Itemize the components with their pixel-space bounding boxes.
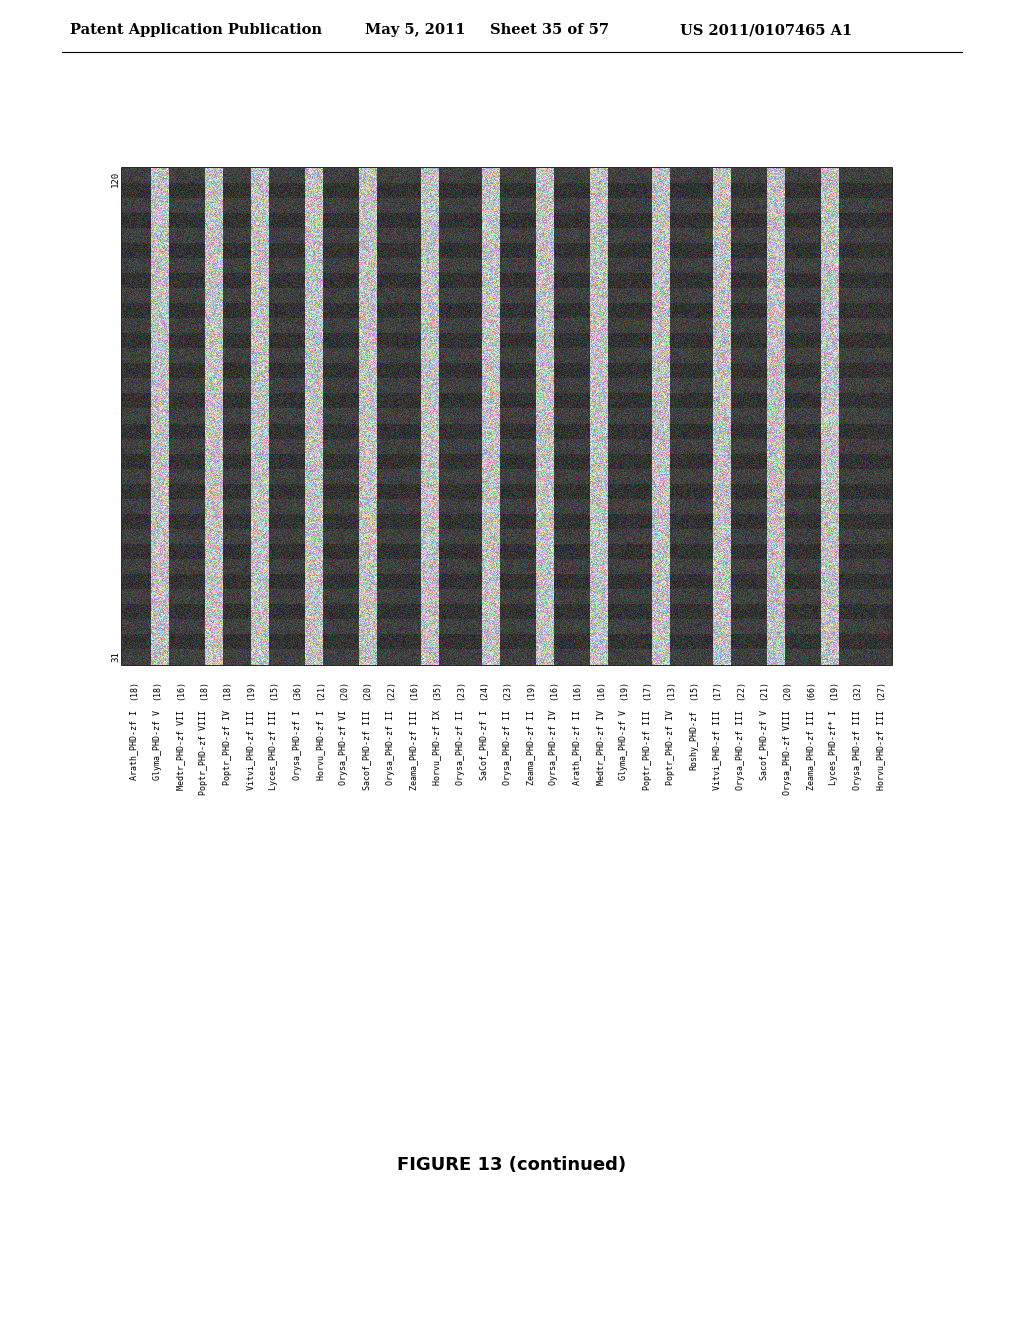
Text: (17): (17) (713, 680, 722, 700)
Text: 120: 120 (111, 172, 120, 187)
Text: (21): (21) (315, 680, 325, 700)
Text: (23): (23) (456, 680, 465, 700)
Text: Sheet 35 of 57: Sheet 35 of 57 (490, 22, 609, 37)
Text: (20): (20) (782, 680, 792, 700)
Text: Orysa_PHD-zf II: Orysa_PHD-zf II (503, 710, 512, 785)
Text: (27): (27) (876, 680, 885, 700)
Text: (19): (19) (829, 680, 839, 700)
Text: Orysa_PHD-zf II: Orysa_PHD-zf II (386, 710, 395, 785)
Text: (19): (19) (620, 680, 628, 700)
Text: (19): (19) (246, 680, 255, 700)
Text: (23): (23) (503, 680, 512, 700)
Text: Orysa_PHD-zf VIII: Orysa_PHD-zf VIII (782, 710, 792, 795)
Text: (66): (66) (806, 680, 815, 700)
Bar (122, 168, 892, 665)
Text: Medtr_PHD-zf VII: Medtr_PHD-zf VII (176, 710, 185, 789)
Text: (18): (18) (222, 680, 231, 700)
Text: (20): (20) (362, 680, 372, 700)
Text: Horvu_PHD-zf III: Horvu_PHD-zf III (876, 710, 885, 789)
Text: Poptr_PHD-zf VIII: Poptr_PHD-zf VIII (199, 710, 208, 795)
Text: (15): (15) (269, 680, 279, 700)
Text: (32): (32) (853, 680, 861, 700)
Text: US 2011/0107465 A1: US 2011/0107465 A1 (680, 22, 852, 37)
Text: (36): (36) (293, 680, 301, 700)
Text: Horvu_PHD-zf I: Horvu_PHD-zf I (315, 710, 325, 780)
Text: Poptr_PHD-zf IV: Poptr_PHD-zf IV (222, 710, 231, 785)
Text: (19): (19) (526, 680, 535, 700)
Text: (16): (16) (410, 680, 418, 700)
Text: Oyrsa_PHD-zf IV: Oyrsa_PHD-zf IV (549, 710, 558, 785)
Text: (24): (24) (479, 680, 488, 700)
Text: (16): (16) (549, 680, 558, 700)
Text: (21): (21) (759, 680, 768, 700)
Text: (35): (35) (432, 680, 441, 700)
Text: Vitvi_PHD-zf III: Vitvi_PHD-zf III (246, 710, 255, 789)
Text: Poptr_PHD-zf III: Poptr_PHD-zf III (642, 710, 651, 789)
Text: May 5, 2011: May 5, 2011 (365, 22, 466, 37)
Text: (15): (15) (689, 680, 698, 700)
Text: Sacof_PHD-zf V: Sacof_PHD-zf V (759, 710, 768, 780)
Text: Sacof_PHD-zf III: Sacof_PHD-zf III (362, 710, 372, 789)
Text: Arath_PHD-zf II: Arath_PHD-zf II (572, 710, 582, 785)
Text: FIGURE 13 (continued): FIGURE 13 (continued) (397, 1156, 627, 1173)
Text: Zeama_PHD-zf III: Zeama_PHD-zf III (410, 710, 418, 789)
Text: (18): (18) (199, 680, 208, 700)
Text: Orysa_PHD-zf I: Orysa_PHD-zf I (293, 710, 301, 780)
Text: (18): (18) (129, 680, 138, 700)
Text: Horvu_PHD-zf IX: Horvu_PHD-zf IX (432, 710, 441, 785)
Text: (20): (20) (339, 680, 348, 700)
Text: Roshy_PHD-zf: Roshy_PHD-zf (689, 710, 698, 770)
Text: Lyces_PHD-zf* I: Lyces_PHD-zf* I (829, 710, 839, 785)
Text: Orysa_PHD-zf III: Orysa_PHD-zf III (736, 710, 744, 789)
Text: Zeama_PHD-zf III: Zeama_PHD-zf III (806, 710, 815, 789)
Text: Zeama_PHD-zf II: Zeama_PHD-zf II (526, 710, 535, 785)
Text: Patent Application Publication: Patent Application Publication (70, 22, 322, 37)
Text: (18): (18) (153, 680, 162, 700)
Text: Arath_PHD-zf I: Arath_PHD-zf I (129, 710, 138, 780)
Text: Medtr_PHD-zf IV: Medtr_PHD-zf IV (596, 710, 605, 785)
Text: 31: 31 (111, 651, 120, 663)
Text: (16): (16) (596, 680, 605, 700)
Text: (17): (17) (642, 680, 651, 700)
Text: (16): (16) (176, 680, 185, 700)
Text: (16): (16) (572, 680, 582, 700)
Text: Lyces_PHD-zf III: Lyces_PHD-zf III (269, 710, 279, 789)
Text: Vitvi_PHD-zf III: Vitvi_PHD-zf III (713, 710, 722, 789)
Text: (22): (22) (736, 680, 744, 700)
Text: Orysa_PHD-zf VI: Orysa_PHD-zf VI (339, 710, 348, 785)
Text: Glyma_PHD-zf V: Glyma_PHD-zf V (620, 710, 628, 780)
Text: Orysa_PHD-zf II: Orysa_PHD-zf II (456, 710, 465, 785)
Text: (22): (22) (386, 680, 395, 700)
Text: (13): (13) (666, 680, 675, 700)
Text: SaCof_PHD-zf I: SaCof_PHD-zf I (479, 710, 488, 780)
Text: Orysa_PHD-zf III: Orysa_PHD-zf III (853, 710, 861, 789)
Text: Poptr_PHD-zf IV: Poptr_PHD-zf IV (666, 710, 675, 785)
Text: Glyma_PHD-zf V: Glyma_PHD-zf V (153, 710, 162, 780)
